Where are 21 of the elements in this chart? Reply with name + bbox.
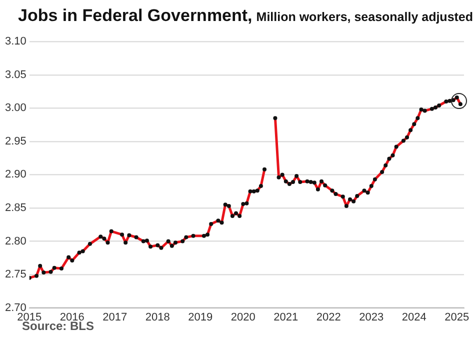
- chart-title: Jobs in Federal Government,: [18, 6, 252, 25]
- x-tick-label: 2024: [402, 311, 426, 324]
- y-tick-label: 3.05: [4, 68, 26, 81]
- source-note: Source: BLS: [22, 319, 94, 333]
- x-tick-label: 2023: [359, 311, 384, 324]
- y-tick-label: 2.75: [4, 268, 26, 281]
- y-tick-label: 2.95: [4, 135, 26, 148]
- y-tick-label: 2.80: [4, 235, 26, 248]
- x-tick-label: 2018: [145, 311, 170, 324]
- x-tick-label: 2020: [230, 311, 256, 324]
- x-tick-label: 2019: [188, 311, 213, 324]
- y-tick-label: 3.00: [4, 102, 26, 114]
- x-tick-label: 2022: [316, 311, 341, 324]
- x-tick-label: 2021: [274, 311, 298, 324]
- y-tick-label: 2.90: [4, 168, 26, 181]
- y-tick-label: 2.70: [4, 302, 26, 314]
- x-tick-label: 2017: [102, 311, 128, 324]
- x-tick-label: 2025: [444, 311, 470, 324]
- chart-subtitle: Million workers, seasonally adjusted: [256, 10, 474, 24]
- y-tick-label: 3.10: [4, 36, 26, 48]
- y-tick-label: 2.85: [4, 202, 26, 214]
